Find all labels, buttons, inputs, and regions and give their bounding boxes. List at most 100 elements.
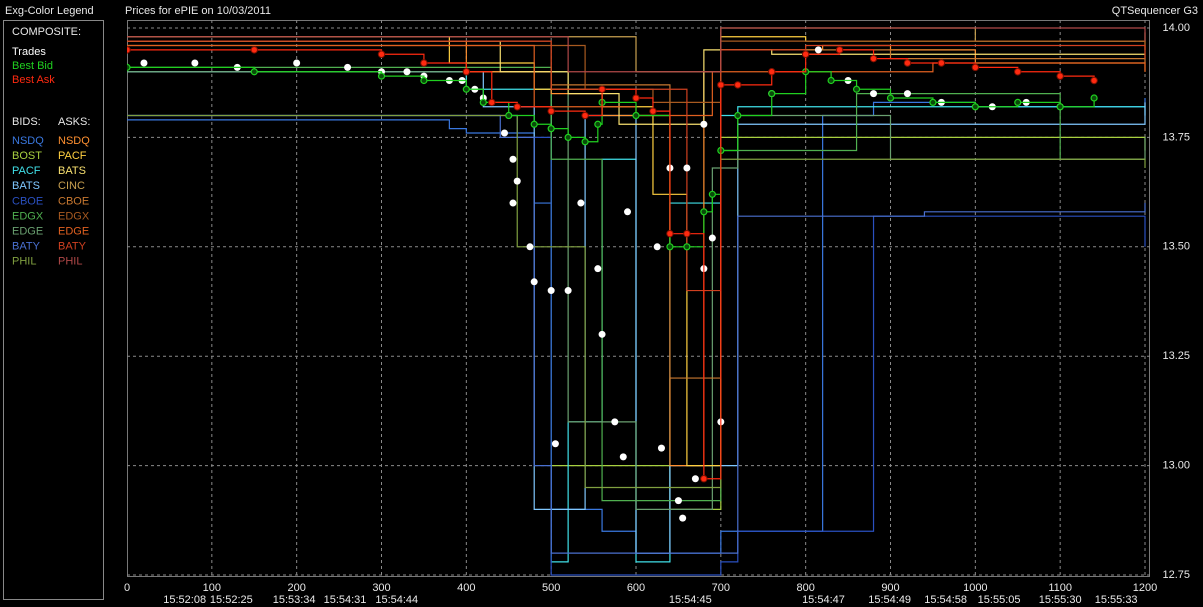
price-marker xyxy=(509,155,517,163)
legend-entry: EDGE xyxy=(58,226,89,238)
legend-entry: PACF xyxy=(12,165,41,177)
price-marker xyxy=(674,497,682,505)
price-marker xyxy=(403,68,411,76)
legend-entry: PHIL xyxy=(58,256,82,268)
price-marker xyxy=(666,229,674,238)
legend-entry: NSDQ xyxy=(58,135,90,147)
price-marker xyxy=(509,199,517,207)
x-tick-label: 700 xyxy=(712,582,730,594)
price-marker xyxy=(551,440,559,448)
price-marker xyxy=(734,81,742,89)
x-tick-label: 1000 xyxy=(963,582,987,594)
x-tick-label: 0 xyxy=(124,582,130,594)
legend-entry: BATY xyxy=(58,241,87,253)
price-marker xyxy=(657,444,665,452)
price-marker xyxy=(420,59,428,67)
price-marker xyxy=(869,54,878,63)
y-tick-label: 13.25 xyxy=(1162,350,1190,362)
price-marker xyxy=(293,59,301,67)
time-tick-label: 15:54:58 xyxy=(924,594,967,606)
price-marker xyxy=(768,90,776,98)
price-marker xyxy=(127,46,131,54)
legend-entry: BATS xyxy=(12,180,40,192)
legend-entry: Trades xyxy=(12,46,46,58)
price-marker xyxy=(1014,98,1022,106)
price-marker xyxy=(513,177,521,185)
price-marker xyxy=(717,81,725,89)
legend-entry: EDGX xyxy=(58,210,90,222)
price-marker xyxy=(581,111,589,120)
price-marker xyxy=(691,475,699,483)
x-tick-label: 800 xyxy=(796,582,814,594)
price-marker xyxy=(547,125,555,133)
y-tick-label: 14.00 xyxy=(1162,22,1190,34)
price-marker xyxy=(462,68,471,76)
price-marker xyxy=(1090,76,1098,85)
x-tick-label: 100 xyxy=(203,582,221,594)
price-marker xyxy=(611,418,619,426)
legend-entry: Best Ask xyxy=(12,74,55,86)
price-marker xyxy=(937,59,946,67)
x-tick-label: 400 xyxy=(457,582,475,594)
price-marker xyxy=(191,59,199,67)
price-marker xyxy=(971,103,979,111)
x-tick-label: 300 xyxy=(372,582,390,594)
price-marker xyxy=(852,85,861,93)
time-tick-label: 15:55:33 xyxy=(1095,594,1138,606)
price-marker xyxy=(377,50,386,58)
legend-entry: CBOE xyxy=(12,195,43,207)
x-tick-label: 900 xyxy=(881,582,899,594)
price-line xyxy=(127,114,1146,489)
price-marker xyxy=(649,107,657,115)
price-marker xyxy=(1056,72,1064,80)
price-marker xyxy=(666,243,674,251)
price-marker xyxy=(653,243,661,251)
legend-entry: Best Bid xyxy=(12,60,53,72)
legend-entry: BATS xyxy=(58,165,86,177)
y-tick-label: 13.50 xyxy=(1162,241,1190,253)
price-line xyxy=(127,27,1146,73)
price-line xyxy=(127,40,1146,125)
price-marker xyxy=(530,278,538,286)
price-line xyxy=(127,66,1095,248)
chart-title: Prices for ePIE on 10/03/2011 xyxy=(125,5,271,17)
price-marker xyxy=(683,229,691,238)
y-tick-label: 12.75 xyxy=(1162,569,1190,581)
y-tick-label: 13.75 xyxy=(1162,131,1190,143)
price-marker xyxy=(1014,68,1022,76)
price-marker xyxy=(768,68,776,76)
price-marker xyxy=(526,243,534,251)
price-marker xyxy=(547,287,555,295)
price-marker xyxy=(632,111,640,120)
legend-entry: CBOE xyxy=(58,195,89,207)
price-marker xyxy=(835,46,844,54)
time-tick-label: 15:54:44 xyxy=(375,594,418,606)
price-marker xyxy=(140,59,148,67)
price-marker xyxy=(564,133,572,141)
price-marker xyxy=(250,46,258,54)
price-marker xyxy=(632,94,640,102)
price-marker xyxy=(827,76,835,85)
legend-group-title: BIDS: xyxy=(12,116,41,128)
price-marker xyxy=(619,453,627,461)
price-marker xyxy=(1090,94,1098,102)
price-marker xyxy=(679,514,687,522)
legend-group-title: ASKS: xyxy=(58,116,90,128)
price-marker xyxy=(530,120,538,128)
price-marker xyxy=(708,190,716,198)
x-tick-label: 1100 xyxy=(1048,582,1072,594)
price-marker xyxy=(700,208,708,216)
legend-entry: PHIL xyxy=(12,256,36,268)
time-tick-label: 15:54:47 xyxy=(802,594,845,606)
legend-entry: EDGX xyxy=(12,210,44,222)
time-tick-label: 15:55:05 xyxy=(978,594,1021,606)
legend-entry: BOST xyxy=(12,150,42,162)
price-marker xyxy=(700,120,708,128)
price-marker xyxy=(734,111,742,120)
x-tick-label: 600 xyxy=(627,582,645,594)
price-marker xyxy=(344,63,352,71)
panel-title: Exg-Color Legend xyxy=(5,5,94,17)
price-marker xyxy=(801,50,810,58)
